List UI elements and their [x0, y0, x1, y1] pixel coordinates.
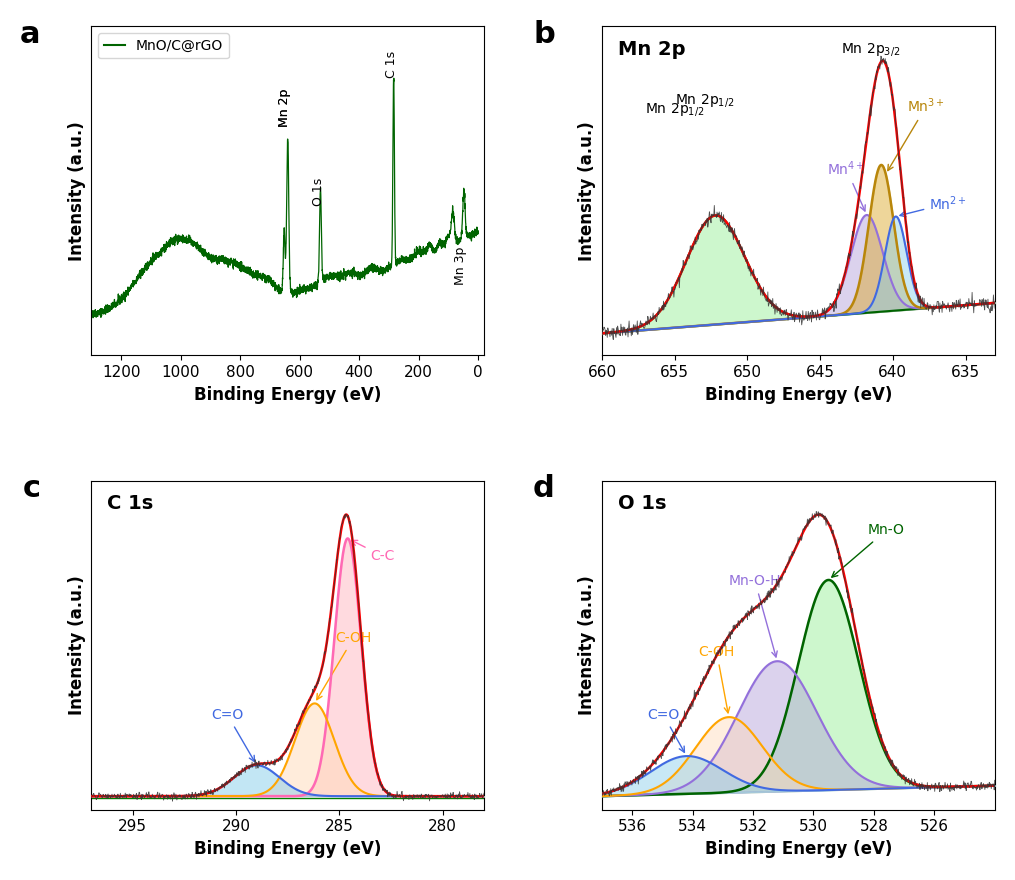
Text: C=O: C=O: [648, 708, 684, 752]
Text: c: c: [22, 474, 41, 503]
Text: C-OH: C-OH: [698, 645, 735, 713]
Text: Mn 2p$_{1/2}$: Mn 2p$_{1/2}$: [646, 100, 704, 118]
Y-axis label: Intensity (a.u.): Intensity (a.u.): [68, 121, 86, 260]
Text: O 1s: O 1s: [312, 178, 325, 206]
Text: d: d: [533, 474, 555, 503]
Y-axis label: Intensity (a.u.): Intensity (a.u.): [579, 576, 597, 715]
X-axis label: Binding Energy (eV): Binding Energy (eV): [194, 840, 382, 858]
Text: Mn 2p$_{1/2}$: Mn 2p$_{1/2}$: [675, 92, 734, 109]
Text: Mn 2p: Mn 2p: [278, 89, 291, 127]
Text: a: a: [19, 20, 41, 48]
X-axis label: Binding Energy (eV): Binding Energy (eV): [704, 385, 892, 404]
Text: Mn 2p$_{3/2}$: Mn 2p$_{3/2}$: [841, 40, 900, 57]
X-axis label: Binding Energy (eV): Binding Energy (eV): [194, 385, 382, 404]
Text: C-OH: C-OH: [317, 631, 371, 700]
Text: C 1s: C 1s: [107, 494, 153, 513]
Text: O 1s: O 1s: [618, 494, 666, 513]
Y-axis label: Intensity (a.u.): Intensity (a.u.): [68, 576, 86, 715]
Text: Mn$^{3+}$: Mn$^{3+}$: [888, 97, 945, 171]
Text: C=O: C=O: [211, 708, 255, 761]
X-axis label: Binding Energy (eV): Binding Energy (eV): [704, 840, 892, 858]
Text: Mn$^{2+}$: Mn$^{2+}$: [900, 194, 967, 216]
Y-axis label: Intensity (a.u.): Intensity (a.u.): [579, 121, 597, 260]
Text: Mn 2p: Mn 2p: [618, 40, 685, 59]
Text: Mn 3p: Mn 3p: [454, 247, 467, 285]
Text: Mn$^{4+}$: Mn$^{4+}$: [827, 159, 866, 211]
Text: C 1s: C 1s: [385, 51, 398, 78]
Text: Mn 2p: Mn 2p: [278, 89, 291, 127]
Text: b: b: [533, 20, 555, 48]
Text: Mn-O-H: Mn-O-H: [729, 575, 782, 657]
Text: Mn-O: Mn-O: [832, 524, 904, 577]
Text: C-C: C-C: [351, 540, 395, 563]
Legend: MnO/C@rGO: MnO/C@rGO: [98, 33, 228, 58]
